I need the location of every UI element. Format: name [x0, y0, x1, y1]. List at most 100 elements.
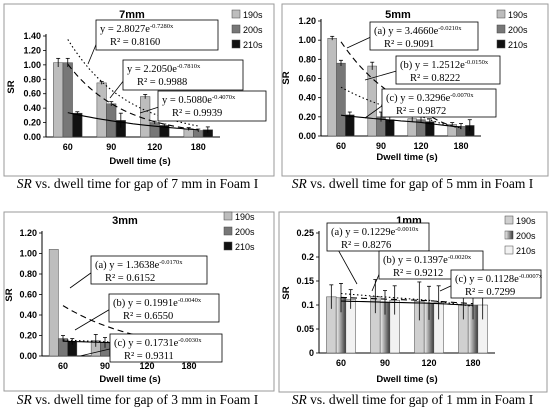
- x-axis-label: Dwell time (s): [109, 156, 170, 167]
- legend-label-210s: 210s: [235, 242, 255, 252]
- y-tick-label: 0.00: [23, 132, 41, 142]
- y-tick-label: 1.00: [19, 249, 37, 259]
- annotation-box: [381, 88, 497, 118]
- y-tick-label: 0.25: [296, 228, 314, 238]
- annotation-arrow: [346, 35, 374, 49]
- equation-base: (b) y = 0.1397e: [383, 255, 448, 266]
- chart-title: 7mm: [119, 9, 145, 21]
- bar-190s-90: [367, 65, 377, 137]
- y-tick-label: 0.20: [23, 118, 41, 128]
- trendline-solid: [67, 112, 199, 131]
- x-tick-label: 60: [58, 361, 68, 371]
- bar-200s-60: [62, 62, 73, 138]
- chart-title: 5mm: [385, 9, 411, 21]
- bar-210s-60: [345, 114, 355, 137]
- x-tick-label: 180: [453, 141, 468, 151]
- chart-caption-7mm: SR vs. dwell time for gap of 7 mm in Foa…: [0, 176, 275, 192]
- bar-200s-60: [336, 62, 346, 137]
- y-tick-label: 1.40: [23, 31, 41, 41]
- bar-190s-60: [53, 62, 64, 138]
- annotation-box: [450, 269, 542, 299]
- trendline-dashed: [67, 63, 199, 131]
- legend-label-190s: 190s: [235, 212, 255, 222]
- y-tick-label: 1.00: [23, 60, 41, 70]
- equation-base: (c) y = 0.1731e: [114, 338, 179, 349]
- x-tick-label: 90: [380, 358, 390, 368]
- annotation-equation: (b) y = 1.2512e-0.0150x: [400, 59, 489, 71]
- legend-swatch-200s: [231, 24, 241, 34]
- x-tick-label: 60: [336, 141, 346, 151]
- chart-caption-5mm: SR vs. dwell time for gap of 5 mm in Foa…: [275, 176, 550, 192]
- y-tick-label: 0.1: [301, 300, 314, 310]
- x-tick-label: 180: [191, 142, 206, 152]
- equation-base: (a) y = 0.1229e: [331, 227, 396, 238]
- chart-frame: [278, 211, 548, 393]
- x-tick-label: 120: [413, 141, 428, 151]
- caption-text: vs. dwell time for gap of 5 mm in Foam I: [306, 176, 534, 191]
- bar-210s-60: [72, 112, 83, 138]
- legend-swatch-210s: [231, 39, 241, 49]
- trendline-dotted: [67, 39, 199, 127]
- annotation-r2: R² = 0.9939: [172, 108, 222, 119]
- caption-italic: SR: [291, 392, 307, 407]
- chart-frame: [3, 211, 275, 392]
- annotation-equation: y = 0.5080e-0.4070x: [162, 94, 236, 106]
- equation-base: (b) y = 1.2512e: [400, 60, 465, 71]
- chart-panel-7mm: 7mm 0.00 0.20 0.40 0.60 0.80 1.00 1.20 1.40 60 90 1…: [0, 0, 275, 206]
- equation-base: y = 2.2050e: [127, 64, 177, 75]
- x-tick-label: 180: [465, 358, 480, 368]
- annotation-equation: (a) y = 1.3638e-0.0170x: [95, 259, 183, 271]
- legend-swatch-190s: [504, 215, 514, 225]
- annotation-r2: R² = 0.9311: [124, 351, 174, 362]
- bar-190s-120: [140, 96, 151, 138]
- legend-swatch-200s: [496, 24, 506, 34]
- x-tick-label: 60: [336, 358, 346, 368]
- annotation-equation: (a) y = 0.1229e-0.0010x: [331, 226, 419, 238]
- legend-label-190s: 190s: [508, 10, 528, 20]
- x-tick-label: 180: [181, 361, 196, 371]
- chart-frame: [3, 3, 275, 177]
- bar-190s-60: [327, 38, 337, 137]
- x-tick-label: 90: [376, 141, 386, 151]
- chart-frame: [281, 3, 549, 177]
- legend-label-210s: 210s: [516, 246, 536, 256]
- y-tick-label: 1.00: [298, 35, 316, 45]
- y-tick-label: 0.60: [298, 74, 316, 84]
- trendline-solid: [340, 300, 474, 306]
- annotation-box: [90, 255, 208, 285]
- annotation-equation: (c) y = 0.1128e-0.0007x: [455, 273, 543, 285]
- legend-swatch-190s: [223, 211, 233, 221]
- chart-caption-3mm: SR vs. dwell time for gap of 3 mm in Foa…: [0, 392, 275, 408]
- trendline-dashed: [340, 296, 474, 305]
- annotation-equation: y = 2.8027e-0.7280x: [100, 23, 174, 35]
- annotation-box: [395, 55, 501, 85]
- annotation-box: [122, 59, 244, 91]
- annotation-r2: R² = 0.8160: [110, 37, 160, 48]
- caption-text: vs. dwell time for gap of 3 mm in Foam I: [31, 392, 259, 407]
- equation-exponent: -0.0040x: [178, 297, 202, 304]
- chart-title: 3mm: [112, 215, 138, 227]
- legend-swatch-210s: [504, 245, 514, 255]
- legend-label-200s: 200s: [508, 25, 528, 35]
- annotation-arrow: [74, 307, 113, 331]
- caption-italic: SR: [16, 176, 32, 191]
- y-tick-label: 0.80: [23, 74, 41, 84]
- y-tick-label: 0: [309, 348, 314, 358]
- equation-exponent: -0.0070x: [450, 92, 474, 99]
- annotation-arrow: [79, 347, 115, 357]
- equation-exponent: -0.0210x: [438, 25, 462, 32]
- annotation-r2: R² = 0.9872: [396, 106, 446, 117]
- legend-label-190s: 190s: [243, 10, 263, 20]
- equation-base: y = 2.8027e: [100, 24, 150, 35]
- x-axis-label: Dwell time (s): [99, 374, 160, 385]
- annotation-r2: R² = 0.6152: [105, 273, 155, 284]
- annotation-box: [108, 293, 220, 323]
- y-tick-label: 0.40: [298, 93, 316, 103]
- caption-italic: SR: [291, 176, 307, 191]
- bar-190s-90: [96, 82, 107, 138]
- annotation-equation: (b) y = 0.1397e-0.0020x: [383, 254, 472, 266]
- equation-base: (a) y = 1.3638e: [95, 260, 160, 271]
- legend-swatch-190s: [231, 9, 241, 19]
- chart-5mm: 5mm 0.00 0.20 0.40 0.60 0.80 1.00 1.20 60 90 120 18…: [281, 3, 549, 177]
